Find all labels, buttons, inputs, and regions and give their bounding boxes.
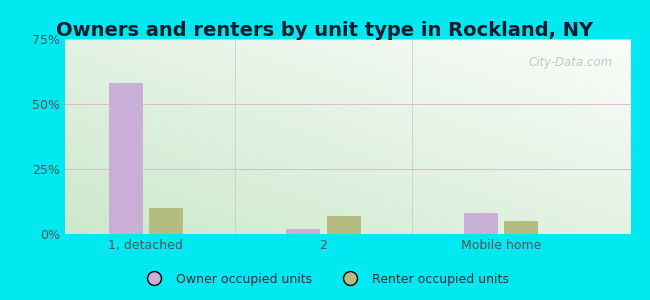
Text: City-Data.com: City-Data.com [528,56,613,69]
Bar [109,83,142,234]
Legend: Owner occupied units, Renter occupied units: Owner occupied units, Renter occupied un… [136,268,514,291]
Bar [464,213,498,234]
Text: Owners and renters by unit type in Rockland, NY: Owners and renters by unit type in Rockl… [57,21,593,40]
Bar [149,208,183,234]
Bar [504,221,538,234]
Bar [287,229,320,234]
Bar [327,216,361,234]
